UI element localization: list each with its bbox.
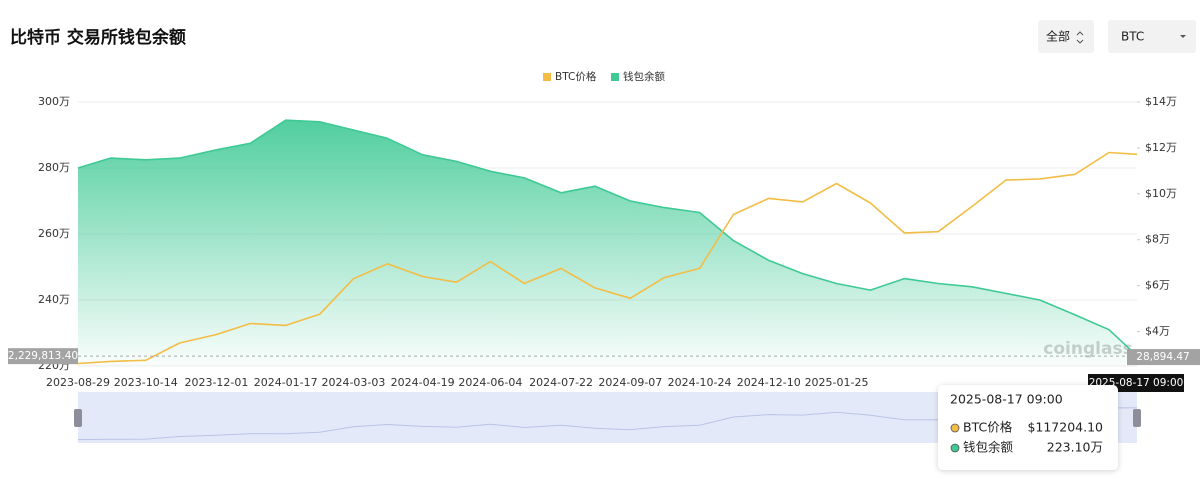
tooltip: 2025-08-17 09:00 BTC价格 $117204.10 钱包余额 223.1… — [938, 385, 1118, 470]
y2-tick-label: $14万 — [1145, 95, 1177, 108]
select-icon — [1180, 35, 1186, 38]
x-tick-label: 2023-08-29 — [46, 376, 110, 389]
crosshair-y-box — [8, 348, 78, 365]
x-tick-label: 2024-03-03 — [321, 376, 385, 389]
tooltip-value: $117204.10 — [1027, 420, 1103, 435]
x-tick-label: 2024-10-24 — [668, 376, 732, 389]
y2-tick-label: $8万 — [1145, 233, 1170, 246]
range-select[interactable]: 全部 — [1038, 20, 1094, 53]
navigator-handle[interactable] — [74, 409, 82, 427]
x-tick-label: 2025-01-25 — [805, 376, 869, 389]
y2-tick-label: $4万 — [1145, 325, 1170, 338]
x-tick-label: 2024-01-17 — [254, 376, 318, 389]
coin-select[interactable]: BTC — [1108, 20, 1196, 53]
select-box[interactable] — [1108, 20, 1196, 53]
series-line — [77, 151, 1138, 365]
legend-swatch — [543, 73, 551, 81]
navigator-handle[interactable] — [1133, 409, 1141, 427]
x-tick-label: 2024-04-19 — [391, 376, 455, 389]
select-label[interactable]: 全部 — [1046, 29, 1070, 44]
x-tick-label: 2024-06-04 — [458, 376, 522, 389]
tooltip-series: BTC价格 — [963, 420, 1013, 435]
tooltip-dot — [950, 423, 960, 433]
tooltip-title: 2025-08-17 09:00 — [950, 392, 1063, 407]
page-title: 比特币 交易所钱包余额 — [10, 27, 186, 48]
tooltip-value: 223.10万 — [1047, 440, 1103, 455]
x-tick-label: 2024-09-07 — [598, 376, 662, 389]
tooltip-series: 钱包余额 — [963, 440, 1014, 455]
y-tick-label: 240万 — [38, 293, 70, 306]
select-box[interactable] — [1038, 20, 1094, 53]
x-tick-label: 2024-07-22 — [529, 376, 593, 389]
tooltip-dot — [950, 443, 960, 453]
select-icon — [1076, 31, 1084, 44]
x-tick-label: 2023-12-01 — [184, 376, 248, 389]
crosshair-y2-label: 28,894.47 — [1136, 351, 1189, 363]
series-line — [77, 119, 1138, 357]
legend-swatch — [611, 73, 619, 81]
legend-label: 钱包余额 — [623, 70, 665, 83]
legend: BTC价格 钱包余额 — [543, 70, 665, 83]
y2-tick-label: $12万 — [1145, 141, 1177, 154]
y-tick-label: 300万 — [38, 95, 70, 108]
tooltip-box — [938, 385, 1118, 470]
legend-label: BTC价格 — [555, 70, 597, 83]
y-tick-label: 260万 — [38, 227, 70, 240]
y2-tick-label: $6万 — [1145, 279, 1170, 292]
select-label[interactable]: BTC — [1121, 30, 1144, 44]
x-tick-label: 2023-10-14 — [114, 376, 178, 389]
y2-tick-label: $10万 — [1145, 187, 1177, 200]
y-tick-label: 280万 — [38, 161, 70, 174]
x-tick-label: 2024-12-10 — [737, 376, 801, 389]
wallet-area — [78, 120, 1137, 366]
crosshair-y2-box — [1127, 349, 1200, 366]
crosshair-y-label: 2,229,813.40 — [8, 350, 78, 362]
